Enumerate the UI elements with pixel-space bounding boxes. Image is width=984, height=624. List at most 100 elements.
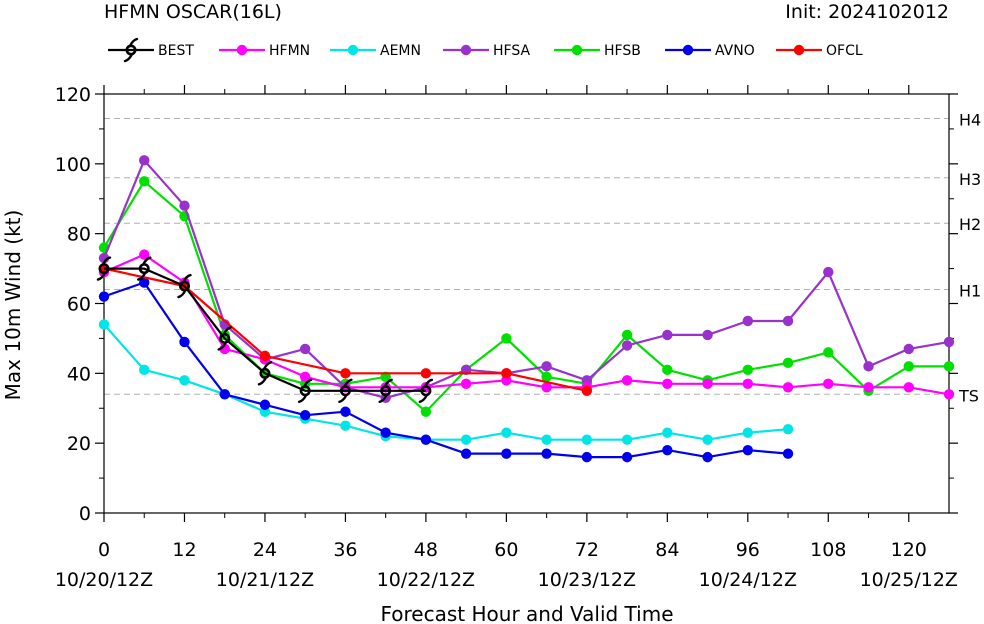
data-point-avno (139, 277, 150, 288)
x-tick-label: 84 (655, 539, 679, 561)
data-point-hfsb (139, 176, 150, 187)
data-point-hfmn (782, 382, 794, 393)
data-point-avno (581, 451, 593, 463)
data-point-hfsa (299, 343, 311, 355)
plot-frame (103, 93, 950, 514)
x-tick-label: 12 (172, 539, 196, 561)
series-line-avno (103, 281, 789, 459)
data-point-hfsb (621, 329, 633, 341)
legend-label-hfmn: HFMN (269, 43, 310, 59)
data-point-aemn (460, 434, 472, 445)
data-point-hfmn (460, 378, 472, 390)
legend: BEST HFMN AEMN HFSA HFSB AVNO OFCL (108, 37, 863, 63)
data-point-avno (662, 444, 673, 456)
data-point-hfsb (662, 364, 673, 376)
data-point-avno (460, 448, 472, 459)
data-point-hfmn (621, 375, 633, 386)
series-line-hfmn (103, 253, 950, 396)
data-point-hfmn (139, 249, 150, 260)
data-point-avno (420, 434, 432, 445)
data-point-best (96, 256, 112, 281)
plot-series (96, 155, 955, 463)
data-point-hfsa (943, 336, 955, 348)
data-point-best (297, 378, 313, 403)
x-tick-label: 48 (414, 539, 438, 561)
data-point-best (418, 378, 434, 403)
legend-marker-best (123, 37, 139, 63)
data-point-aemn (621, 434, 633, 445)
data-point-hfsb (943, 361, 955, 372)
data-point-avno (259, 399, 271, 410)
legend-label-best: BEST (158, 43, 194, 59)
threshold-label: H1 (959, 282, 981, 301)
chart-title: HFMN OSCAR(16L) (104, 1, 282, 23)
data-point-hfsa (823, 266, 834, 278)
data-point-best (378, 378, 393, 403)
legend-marker-aemn (347, 44, 359, 56)
data-point-avno (340, 406, 351, 417)
data-point-hfsa (541, 361, 552, 372)
legend-label-aemn: AEMN (380, 43, 421, 59)
data-point-hfsa (903, 343, 914, 355)
data-point-hfmn (702, 378, 713, 390)
series-line-hfsa (102, 159, 950, 399)
data-point-avno (742, 444, 754, 456)
x-date-label: 10/22/12Z (377, 569, 475, 591)
x-tick-label: 60 (494, 539, 518, 561)
x-axis-label: Forecast Hour and Valid Time (381, 602, 674, 624)
axes: 0 20 40 60 80 100 120 0 12 24 36 48 60 72 84 96 108 120 10… (55, 84, 958, 591)
threshold-label: H4 (959, 110, 981, 129)
data-point-hfsa (702, 329, 713, 341)
data-point-hfsb (823, 347, 834, 358)
data-point-hfsa (782, 315, 794, 327)
data-point-ofcl (501, 368, 512, 379)
data-point-hfsa (139, 155, 150, 166)
y-tick-label: 60 (67, 294, 91, 316)
data-point-best (137, 256, 152, 281)
data-point-aemn (702, 434, 713, 445)
threshold-label: TS (958, 386, 979, 405)
y-tick-label: 80 (67, 224, 91, 246)
data-point-hfmn (742, 378, 754, 390)
data-point-hfsa (621, 340, 633, 351)
data-point-avno (501, 448, 512, 459)
data-point-hfmn (662, 378, 673, 390)
x-date-label: 10/21/12Z (216, 569, 314, 591)
x-date-label: 10/25/12Z (860, 569, 958, 591)
series-line-aemn (103, 323, 789, 441)
legend-marker-ofcl (793, 44, 805, 56)
data-point-hfmn (863, 382, 874, 393)
init-label: Init: 2024102012 (785, 1, 949, 23)
data-point-hfsb (420, 406, 432, 417)
data-point-avno (179, 336, 190, 348)
data-point-hfsb (742, 364, 754, 376)
y-tick-label: 20 (67, 433, 91, 455)
legend-label-hfsa: HFSA (493, 43, 530, 59)
threshold-label: H3 (959, 170, 981, 189)
legend-marker-hfmn (236, 44, 248, 56)
y-tick-label: 40 (67, 363, 91, 385)
data-point-avno (541, 448, 552, 459)
data-point-aemn (98, 319, 110, 330)
data-point-best (257, 361, 273, 386)
data-point-avno (702, 451, 713, 463)
data-point-aemn (782, 424, 794, 435)
legend-marker-avno (682, 44, 694, 56)
data-point-avno (299, 410, 311, 421)
x-tick-label: 108 (810, 539, 846, 561)
x-tick-label: 72 (575, 539, 599, 561)
data-point-hfsb (903, 361, 914, 372)
legend-label-hfsb: HFSB (604, 43, 641, 59)
data-point-hfsa (742, 315, 754, 327)
data-point-avno (98, 291, 110, 302)
data-point-avno (782, 448, 794, 459)
data-point-hfmn (541, 382, 552, 393)
data-point-ofcl (340, 368, 351, 379)
data-point-hfmn (299, 371, 311, 383)
x-tick-label: 96 (736, 539, 760, 561)
threshold-label: H2 (959, 215, 981, 234)
data-point-hfsb (541, 371, 552, 383)
data-point-hfsb (501, 333, 512, 344)
data-point-hfsa (662, 329, 673, 341)
x-tick-label: 24 (253, 539, 277, 561)
